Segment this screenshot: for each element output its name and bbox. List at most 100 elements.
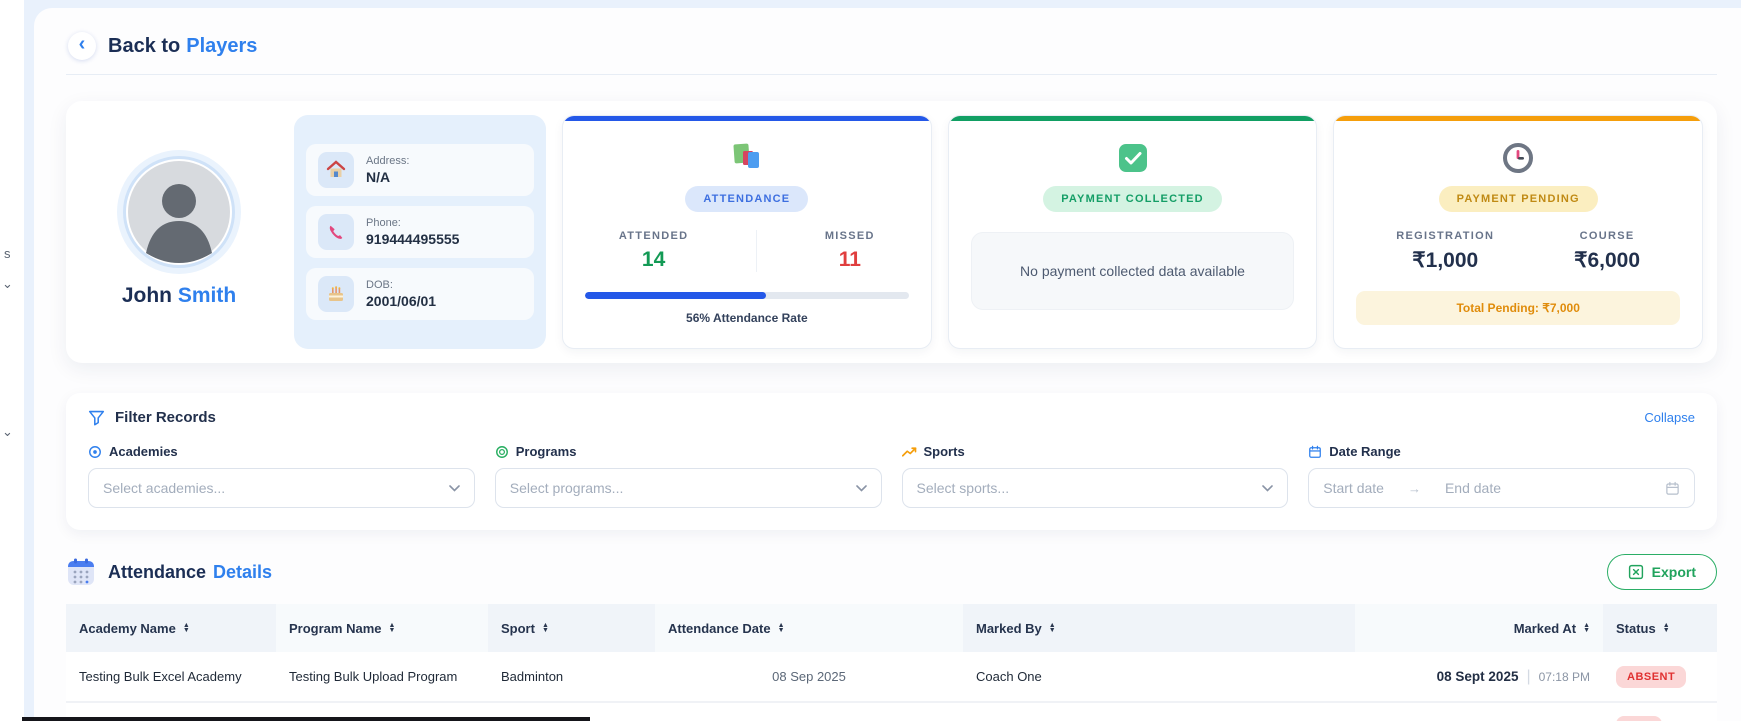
funnel-icon (88, 410, 105, 426)
attendance-card-accent (563, 116, 931, 121)
cell-academy: Testing Bulk Excel Academy (79, 669, 242, 684)
back-button[interactable]: ‹ (68, 32, 96, 60)
info-row-dob: DOB: 2001/06/01 (306, 268, 534, 320)
col-program-name[interactable]: Program Name ▲ ▼ (276, 604, 488, 652)
house-icon (318, 152, 354, 188)
payment-pending-accent (1334, 116, 1703, 121)
col-marked-by[interactable]: Marked By ▲ ▼ (963, 604, 1355, 652)
divider (756, 230, 758, 272)
pending-stats: REGISTRATION ₹1,000 COURSE ₹6,000 (1356, 230, 1680, 273)
back-target-label: Players (186, 34, 258, 57)
books-icon (585, 140, 909, 176)
programs-select[interactable]: Select programs... (494, 468, 882, 508)
col-attendance-date[interactable]: Attendance Date ▲ ▼ (655, 604, 963, 652)
table-header: Academy Name ▲ ▼ Program Name ▲ ▼ Sport ▲ ▼ At… (66, 604, 1717, 652)
sort-icon[interactable]: ▲ ▼ (182, 621, 190, 634)
sports-label: Sports (923, 444, 965, 459)
end-date-placeholder: End date (1444, 480, 1502, 496)
excel-icon (1628, 564, 1643, 580)
chevron-down-icon (855, 484, 867, 492)
cell-marked-at: 08 Sept 2025 | 07:18 PM (1355, 652, 1603, 701)
chevron-down-icon: ⌄ (2, 276, 13, 291)
programs-label: Programs (515, 444, 577, 459)
sort-icon[interactable]: ▲ ▼ (541, 621, 549, 634)
avatar (123, 156, 235, 268)
payment-collected-accent (948, 116, 1317, 121)
calendar-icon (1309, 445, 1322, 458)
filter-title: Filter Records (115, 409, 216, 426)
info-value: N/A (366, 169, 391, 185)
payment-pending-badge: PAYMENT PENDING (1438, 186, 1598, 212)
filter-date-range: Date Range Start date → End date (1308, 444, 1695, 508)
academies-select[interactable]: Select academies... (88, 468, 475, 508)
academies-placeholder: Select academies... (103, 480, 226, 496)
cell-attendance-date: 08 Sep 2025 (772, 669, 846, 684)
phone-icon (318, 214, 354, 250)
attendance-table: Academy Name ▲ ▼ Program Name ▲ ▼ Sport ▲ ▼ At… (66, 604, 1717, 721)
export-label: Export (1651, 564, 1696, 580)
course-value: ₹6,000 (1574, 249, 1641, 272)
export-button[interactable]: Export (1606, 554, 1717, 590)
col-status[interactable]: Status ▲ ▼ (1603, 604, 1717, 652)
sort-icon[interactable]: ▲ ▼ (1048, 621, 1056, 634)
attended-label: ATTENDED (618, 230, 689, 242)
status-badge: ABSENT (1616, 665, 1687, 688)
date-range-label: Date Range (1329, 444, 1401, 459)
sidebar-sliver: s ⌄ ⌄ (0, 0, 24, 721)
info-value: 919444495555 (366, 231, 460, 247)
cake-icon (318, 276, 354, 312)
attendance-rate-text: 56% Attendance Rate (686, 311, 808, 325)
check-square-icon (971, 140, 1295, 176)
attendance-progress-track (585, 292, 909, 299)
collapse-link[interactable]: Collapse (1644, 410, 1695, 425)
section-title-primary: Attendance (108, 561, 207, 582)
attendance-card: ATTENDANCE ATTENDED 14 MISSED 11 56% Att… (562, 115, 932, 349)
marked-time: 07:18 PM (1538, 669, 1590, 684)
attendance-badge: ATTENDANCE (685, 186, 809, 212)
registration-value: ₹1,000 (1412, 249, 1479, 272)
section-title-secondary: Details (213, 561, 273, 582)
payment-pending-card: PAYMENT PENDING REGISTRATION ₹1,000 COUR… (1333, 115, 1704, 349)
col-academy-name[interactable]: Academy Name ▲ ▼ (66, 604, 276, 652)
player-profile: John Smith (80, 115, 278, 349)
marked-date: 08 Sept 2025 (1436, 669, 1519, 684)
table-body: Testing Bulk Excel Academy Testing Bulk … (66, 652, 1717, 721)
sidebar-fragment: s (4, 246, 11, 261)
payment-collected-empty: No payment collected data available (970, 232, 1295, 310)
info-label: DOB: (366, 279, 393, 291)
table-row[interactable]: Testing Bulk Excel Academy Testing Bulk … (66, 652, 1717, 702)
clock-icon (1356, 140, 1680, 176)
info-label: Phone: (366, 217, 401, 229)
registration-label: REGISTRATION (1396, 230, 1495, 242)
col-marked-at[interactable]: Marked At ▲ ▼ (1355, 604, 1603, 652)
sports-placeholder: Select sports... (916, 480, 1010, 496)
bottom-dark-strip (22, 717, 590, 721)
academies-label: Academies (109, 444, 178, 459)
sort-icon[interactable]: ▲ ▼ (777, 621, 785, 634)
attendance-progress-fill (585, 292, 767, 299)
cell-status: ABSENT (1603, 652, 1717, 701)
chevron-down-icon (1262, 484, 1274, 492)
payment-collected-card: PAYMENT COLLECTED No payment collected d… (947, 115, 1318, 349)
chevron-down-icon (448, 484, 460, 492)
sort-icon[interactable]: ▲ ▼ (1662, 621, 1670, 634)
cell-sport: Badminton (501, 669, 564, 684)
breadcrumb[interactable]: Back to Players (108, 35, 257, 58)
programs-placeholder: Select programs... (509, 480, 624, 496)
cell-program: Testing Bulk Upload Program (289, 669, 458, 684)
back-label: Back to (108, 34, 181, 57)
sports-select[interactable]: Select sports... (901, 468, 1289, 508)
filter-sports: Sports Select sports... (901, 444, 1289, 508)
back-chevron-icon: ‹ (78, 33, 86, 55)
missed-label: MISSED (824, 230, 875, 242)
filter-academies: Academies Select academies... (88, 444, 475, 508)
page-header: ‹ Back to Players (66, 8, 1717, 75)
date-range-input[interactable]: Start date → End date (1308, 468, 1695, 508)
sort-icon[interactable]: ▲ ▼ (388, 621, 396, 634)
player-name: John Smith (121, 284, 237, 307)
table-row-partial[interactable] (66, 702, 1717, 721)
start-date-placeholder: Start date (1323, 480, 1384, 496)
sort-icon[interactable]: ▲ ▼ (1583, 621, 1590, 634)
col-sport[interactable]: Sport ▲ ▼ (488, 604, 655, 652)
missed-value: 11 (838, 248, 861, 271)
